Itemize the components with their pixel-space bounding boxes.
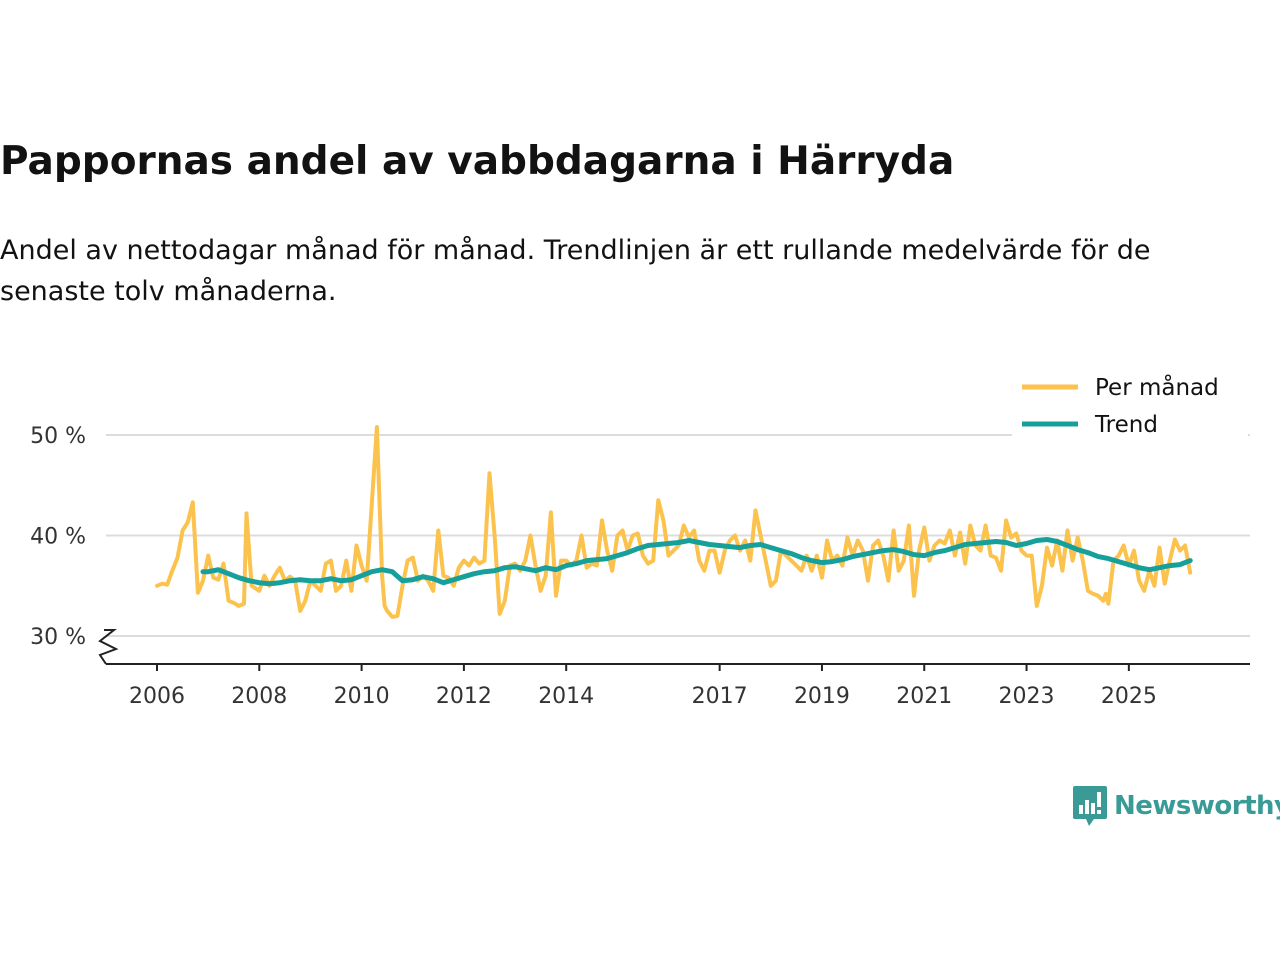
- y-tick-label: 30 %: [30, 625, 86, 650]
- chart-title: Pappornas andel av vabbdagarna i Härryda: [0, 139, 955, 184]
- x-tick-label: 2021: [896, 684, 952, 709]
- legend: Per månad Trend: [1012, 368, 1248, 438]
- y-tick-label: 40 %: [30, 525, 86, 550]
- legend-label: Trend: [1094, 412, 1158, 438]
- x-tick-label: 2006: [129, 684, 185, 709]
- brand-name: Newsworthy: [1114, 791, 1280, 821]
- brand-logo: Newsworthy: [1072, 784, 1280, 828]
- x-tick-label: 2010: [334, 684, 390, 709]
- axis-break-icon: [98, 629, 119, 665]
- series-layer: [155, 425, 1193, 619]
- x-tick-label: 2023: [999, 684, 1055, 709]
- legend-label: Per månad: [1095, 373, 1219, 401]
- newsworthy-icon: [1073, 786, 1107, 826]
- x-tick-label: 2008: [231, 684, 287, 709]
- grid-lines: [106, 434, 1250, 637]
- x-tick-label: 2017: [692, 684, 748, 709]
- x-tick-label: 2012: [436, 684, 492, 709]
- chart-subtitle: Andel av nettodagar månad för månad. Tre…: [0, 235, 1151, 307]
- y-tick-label: 50 %: [30, 424, 86, 449]
- series-line-per-manad: [155, 425, 1193, 619]
- axes: 30 % 40 % 50 % 2006 2008 2010 2012 2014 2017 2019…: [30, 424, 1250, 709]
- series-line-trend: [200, 537, 1193, 587]
- x-tick-label: 2025: [1101, 684, 1157, 709]
- x-tick-label: 2014: [538, 684, 594, 709]
- x-tick-label: 2019: [794, 684, 850, 709]
